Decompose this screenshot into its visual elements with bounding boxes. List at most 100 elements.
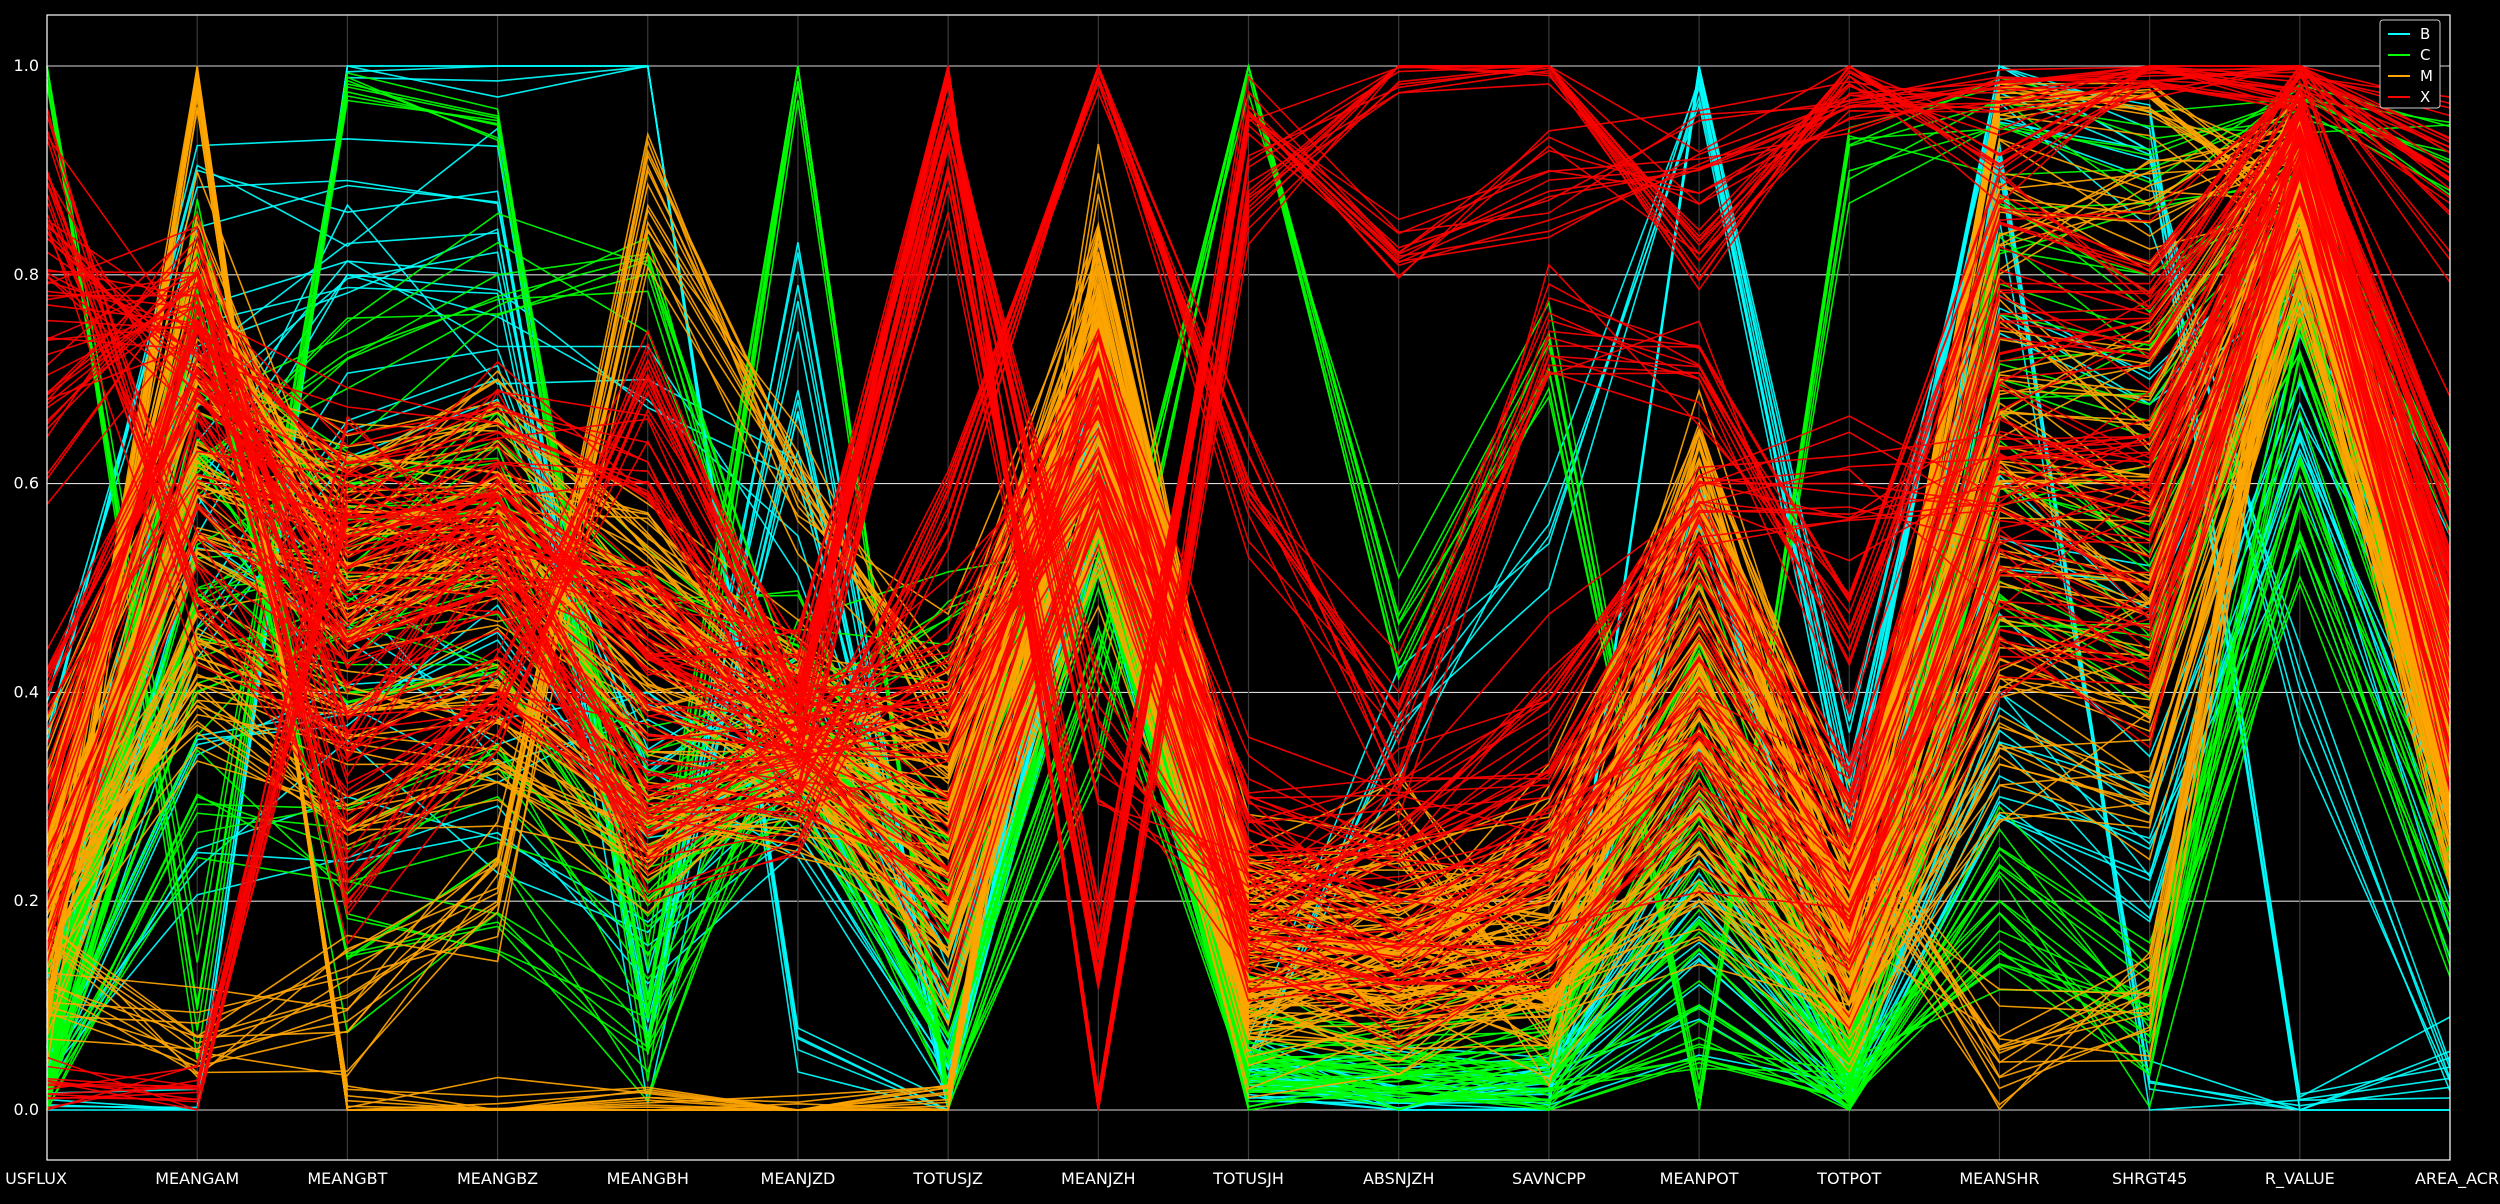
legend-label-m: M	[2420, 67, 2433, 85]
series-line-x	[46, 69, 2451, 981]
axis-label-shrgt45: SHRGT45	[2112, 1169, 2187, 1188]
axis-label-meanshr: MEANSHR	[1959, 1169, 2039, 1188]
series-line-x	[46, 64, 2451, 1111]
series-line-x	[46, 65, 2451, 1097]
axis-label-meangbz: MEANGBZ	[457, 1169, 538, 1188]
series-line-x	[46, 113, 2451, 912]
axis-label-totusjz: TOTUSJZ	[912, 1169, 983, 1188]
series-line-m	[46, 176, 2451, 1090]
series-line-x	[46, 175, 2451, 974]
series-line-x	[46, 169, 2451, 985]
series-line-x	[46, 135, 2451, 940]
series-line-x	[46, 63, 2451, 1112]
series-line-x	[46, 90, 2451, 863]
series-line-c	[46, 211, 2451, 1111]
series-line-m	[46, 294, 2451, 1059]
series-line-x	[46, 65, 2451, 1105]
axis-label-savncpp: SAVNCPP	[1512, 1169, 1586, 1188]
series-line-x	[46, 63, 2451, 1111]
axis-label-meanjzd: MEANJZD	[761, 1169, 836, 1188]
series-line-x	[46, 144, 2451, 805]
y-tick-label: 0.2	[14, 891, 39, 910]
series-line-m	[46, 202, 2451, 1013]
series-line-x	[46, 110, 2451, 928]
series-line-x	[46, 107, 2451, 993]
axis-label-meangbt: MEANGBT	[307, 1169, 387, 1188]
legend-label-x: X	[2420, 88, 2430, 106]
axis-label-totpot: TOTPOT	[1816, 1169, 1881, 1188]
series-line-m	[46, 73, 2451, 1111]
series-line-m	[46, 115, 2451, 946]
series-line-x	[46, 65, 2451, 1095]
legend-label-c: C	[2420, 46, 2430, 64]
series-line-c	[46, 453, 2451, 1103]
series-line-x	[46, 65, 2451, 1102]
series-line-x	[46, 66, 2451, 985]
axis-label-meangam: MEANGAM	[155, 1169, 239, 1188]
series-line-c	[46, 204, 2451, 1103]
legend-label-b: B	[2420, 25, 2430, 43]
series-line-x	[46, 63, 2451, 934]
y-tick-label: 1.0	[14, 56, 39, 75]
series-line-x	[46, 86, 2451, 900]
axis-label-meanpot: MEANPOT	[1660, 1169, 1739, 1188]
series-line-x	[46, 125, 2451, 869]
series-line-x	[46, 162, 2451, 1040]
series-line-x	[46, 155, 2451, 996]
series-line-x	[46, 132, 2451, 984]
axis-label-meangbh: MEANGBH	[607, 1169, 689, 1188]
series-line-x	[46, 65, 2451, 959]
series-line-x	[46, 71, 2451, 1091]
lines-layer	[46, 62, 2451, 1112]
axis-label-area-acr: AREA_ACR	[2415, 1169, 2499, 1189]
x-axis-labels: USFLUX MEANGAM MEANGBT MEANGBZ MEANGBH MEANJZ…	[5, 1169, 2499, 1189]
series-line-x	[46, 140, 2451, 905]
series-line-m	[46, 138, 2451, 1038]
series-line-m	[46, 130, 2451, 990]
series-line-x	[46, 107, 2451, 920]
series-line-x	[46, 151, 2451, 1031]
series-line-x	[46, 112, 2451, 988]
series-line-x	[46, 65, 2451, 1111]
series-line-m	[46, 292, 2451, 1025]
series-line-x	[46, 63, 2451, 1095]
series-line-x	[46, 103, 2451, 932]
series-line-m	[46, 320, 2451, 1032]
series-line-x	[46, 161, 2451, 958]
legend-box	[2379, 19, 2441, 109]
series-line-m	[46, 129, 2451, 960]
series-line-x	[46, 65, 2451, 1111]
series-line-x	[46, 106, 2451, 912]
axis-label-usflux: USFLUX	[5, 1169, 67, 1188]
series-line-x	[46, 153, 2451, 979]
series-line-m	[46, 235, 2451, 1058]
series-line-x	[46, 129, 2451, 1050]
series-line-x	[46, 88, 2451, 923]
series-line-m	[46, 288, 2451, 1045]
series-line-x	[46, 65, 2451, 1111]
series-line-c	[46, 169, 2451, 1092]
series-line-c	[46, 475, 2451, 1103]
series-line-m	[46, 252, 2451, 1050]
y-tick-label: 0.4	[14, 682, 39, 701]
series-line-m	[46, 200, 2451, 1066]
y-tick-labels: 0.0 0.2 0.4 0.6 0.8 1.0	[14, 56, 39, 1119]
y-tick-label: 0.0	[14, 1100, 39, 1119]
series-line-x	[46, 65, 2451, 1111]
axis-label-r-value: R_VALUE	[2265, 1169, 2335, 1189]
series-line-x	[46, 69, 2451, 1088]
series-line-x	[46, 104, 2451, 928]
y-tick-label: 0.6	[14, 474, 39, 493]
series-line-x	[46, 65, 2451, 970]
series-line-x	[46, 123, 2451, 874]
y-tick-label: 0.8	[14, 265, 39, 284]
plot-frame	[46, 14, 2451, 1161]
series-line-x	[46, 128, 2451, 889]
series-line-x	[46, 72, 2451, 1101]
series-line-x	[46, 105, 2451, 903]
series-line-x	[46, 228, 2451, 994]
series-line-c	[46, 518, 2451, 1111]
